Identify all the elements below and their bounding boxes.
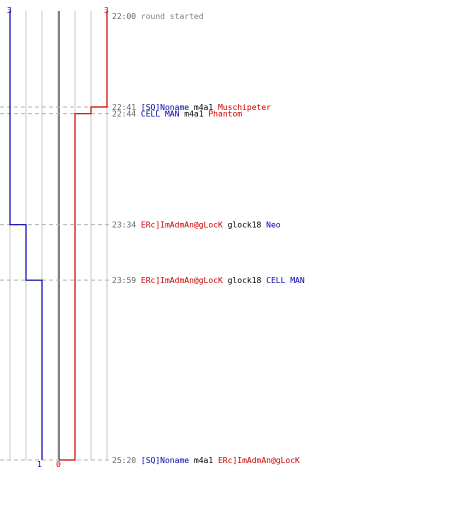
weapon-name: glock18 <box>223 221 262 230</box>
victim-name: Muschipeter <box>213 103 271 112</box>
weapon-name: glock18 <box>223 276 262 285</box>
victim-name: Neo <box>261 221 280 230</box>
event-time: 23:59 <box>112 276 136 285</box>
killer-name: CELL MAN <box>136 110 180 119</box>
kill-entry: 23:59 ERc]ImAdmAn@gLocK glock18 CELL MAN <box>112 276 305 285</box>
round-start-entry: 22:00 round started <box>112 12 204 21</box>
kill-entry: 25:20 [SQ]Noname m4a1 ERc]ImAdmAn@gLocK <box>112 456 300 465</box>
weapon-name: m4a1 <box>179 110 203 119</box>
team-a-count-line <box>9 11 43 460</box>
kill-entry: 22:44 CELL MAN m4a1 Phantom <box>112 110 242 119</box>
team-a-start-label: 3 <box>7 6 12 15</box>
team-a-end-label: 1 <box>37 460 42 469</box>
victim-name: CELL MAN <box>261 276 305 285</box>
victim-name: Phantom <box>204 110 243 119</box>
kill-entry: 22:41 [SQ]Noname m4a1 Muschipeter <box>112 103 271 112</box>
team-b-end-label: 0 <box>56 460 61 469</box>
victim-name: ERc]ImAdmAn@gLocK <box>213 456 300 465</box>
event-time: 23:34 <box>112 221 136 230</box>
event-text: round started <box>136 12 204 21</box>
kill-entry: 23:34 ERc]ImAdmAn@gLocK glock18 Neo <box>112 221 281 230</box>
team-b-start-label: 3 <box>104 6 109 15</box>
event-time: 25:20 <box>112 456 136 465</box>
killer-name: ERc]ImAdmAn@gLocK <box>136 276 223 285</box>
killer-name: ERc]ImAdmAn@gLocK <box>136 221 223 230</box>
killer-name: [SQ]Noname <box>136 103 189 112</box>
event-time: 22:44 <box>112 110 136 119</box>
weapon-name: m4a1 <box>189 103 213 112</box>
killer-name: [SQ]Noname <box>136 456 189 465</box>
event-time: 22:00 <box>112 12 136 21</box>
event-time: 22:41 <box>112 103 136 112</box>
team-b-count-line <box>59 11 108 461</box>
weapon-name: m4a1 <box>189 456 213 465</box>
